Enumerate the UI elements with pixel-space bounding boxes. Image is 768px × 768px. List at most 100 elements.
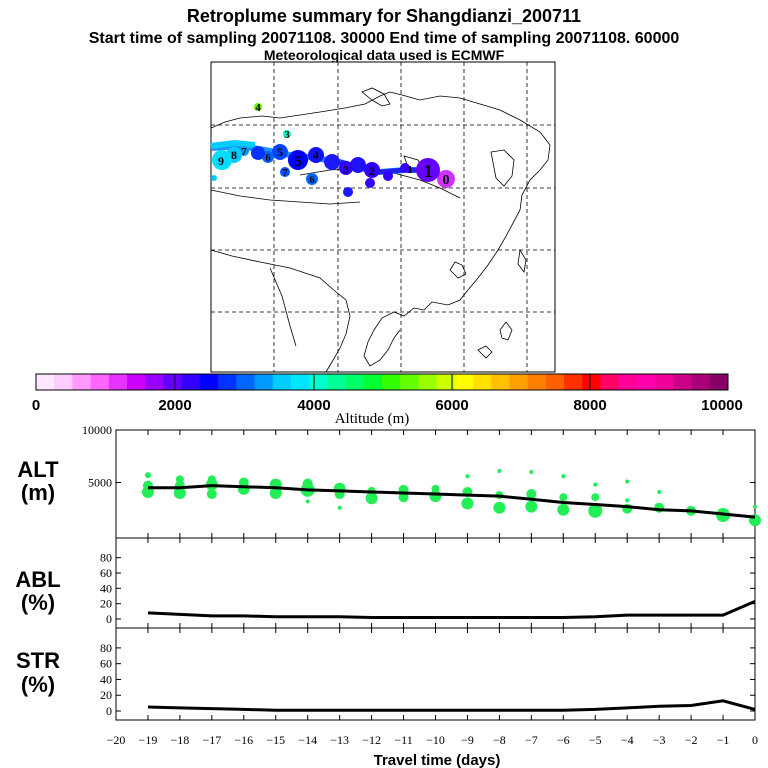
x-tick-label: −18	[171, 733, 190, 747]
colorbar-tick-label: 2000	[158, 397, 191, 414]
altitude-plume-dot	[588, 503, 603, 518]
colorbar-swatch	[655, 374, 674, 390]
plume-dot	[251, 146, 265, 160]
plume-dot	[262, 151, 274, 163]
plume-dot	[416, 158, 440, 182]
colorbar-swatch	[582, 374, 602, 390]
trajectory-plume-dots	[211, 103, 455, 197]
abl-series-line	[147, 599, 756, 619]
colorbar-swatch	[618, 374, 638, 390]
day-label: 4	[313, 148, 319, 162]
trajectory-line-west	[210, 139, 256, 149]
y-tick-label: 10000	[82, 423, 112, 437]
colorbar-swatch	[254, 374, 274, 390]
colorbar-swatch	[145, 374, 164, 390]
colorbar-swatch	[290, 374, 310, 390]
colorbar-swatch	[600, 374, 620, 390]
altitude-colorbar	[35, 373, 729, 391]
panel-alt: 5000 10000	[82, 423, 761, 539]
day-label: 5	[294, 154, 302, 170]
colorbar-swatch	[709, 374, 729, 390]
colorbar-swatch	[309, 374, 328, 390]
colorbar-swatch	[527, 374, 547, 390]
plume-dot	[306, 173, 318, 185]
plume-dot	[288, 150, 308, 170]
x-tick-label: −15	[266, 733, 285, 747]
abl-panel-title: ABL	[15, 567, 60, 592]
colorbar-tick-label: 0	[32, 397, 40, 414]
day-label: 1	[424, 161, 433, 181]
altitude-plume-dot	[625, 498, 630, 503]
altitude-plume-dot	[559, 493, 568, 502]
colorbar-label: Altitude (m)	[335, 411, 410, 427]
alt-series-line	[147, 484, 756, 519]
colorbar-swatch	[673, 374, 693, 390]
abl-panel-unit: (%)	[21, 590, 55, 615]
retroplume-map: 0 1 1 2 3 3 4 4 5 5 6 6 7 7 8 9	[210, 61, 556, 373]
altitude-plume-dot	[337, 505, 342, 510]
colorbar-swatch	[163, 374, 183, 390]
x-tick-label: −11	[394, 733, 412, 747]
colorbar-swatch	[90, 374, 110, 390]
plume-dot	[350, 157, 366, 173]
meteo-title: Meteorological data used is ECMWF	[264, 47, 505, 63]
colorbar-swatch	[454, 374, 474, 390]
altitude-plume-dot	[497, 468, 502, 473]
colorbar-swatch	[272, 374, 292, 390]
str-panel-title: STR	[16, 648, 60, 673]
colorbar-swatch	[564, 374, 583, 390]
colorbar-swatch	[509, 374, 529, 390]
colorbar-swatch	[218, 374, 237, 390]
plume-dot	[365, 178, 375, 188]
altitude-plume-dot	[238, 477, 249, 488]
plume-dot	[283, 130, 291, 138]
colorbar-swatch	[382, 374, 401, 390]
panel-labels: ALT (m) ABL (%) STR (%)	[15, 457, 60, 697]
altitude-plume-dot	[625, 479, 630, 484]
colorbar-swatch	[436, 374, 456, 390]
y-tick-label: 60	[100, 657, 112, 671]
plume-dot	[437, 170, 455, 188]
day-label: 7	[241, 146, 247, 158]
str-series-line	[147, 699, 756, 712]
day-label: 2	[369, 164, 375, 178]
plume-dot	[364, 162, 380, 178]
day-label: 3	[284, 129, 290, 141]
plume-dot	[272, 144, 288, 160]
x-tick-label: −14	[298, 733, 317, 747]
colorbar-tick-labels: 0 2000 4000 6000 8000 10000	[32, 397, 743, 414]
x-tick-label: −6	[557, 733, 570, 747]
x-tick-label: −10	[426, 733, 445, 747]
altitude-plume-dot	[461, 497, 474, 510]
altitude-plume-dot	[144, 472, 151, 479]
day-label: 4	[255, 102, 261, 114]
altitude-plume-dot	[305, 499, 310, 504]
x-axis-label: Travel time (days)	[374, 752, 501, 768]
colorbar-swatch	[636, 374, 656, 390]
colorbar-swatch	[127, 374, 146, 390]
day-label: 6	[309, 174, 315, 186]
plume-dot	[280, 167, 290, 177]
y-tick-label: 20	[100, 688, 112, 702]
altitude-plume-dot	[175, 475, 184, 484]
sampling-title: Start time of sampling 20071108. 30000 E…	[89, 30, 680, 47]
colorbar-swatch	[400, 374, 419, 390]
plume-dot	[383, 171, 393, 181]
altitude-plume-dot	[529, 470, 534, 474]
colorbar-swatch	[199, 374, 219, 390]
altitude-plume-dot	[207, 475, 216, 484]
altitude-plume-dot	[431, 484, 440, 493]
day-label: 7	[282, 167, 288, 179]
colorbar-swatch	[473, 374, 492, 390]
colorbar-swatch	[363, 374, 383, 390]
colorbar-swatch	[54, 374, 73, 390]
day-label: 5	[277, 145, 283, 159]
y-tick-label: 5000	[88, 476, 112, 490]
colorbar-swatch	[691, 374, 711, 390]
x-tick-label: −1	[717, 733, 730, 747]
y-tick-label: 20	[100, 597, 112, 611]
colorbar-tick-label: 10000	[701, 397, 743, 414]
colorbar-swatch	[491, 374, 510, 390]
